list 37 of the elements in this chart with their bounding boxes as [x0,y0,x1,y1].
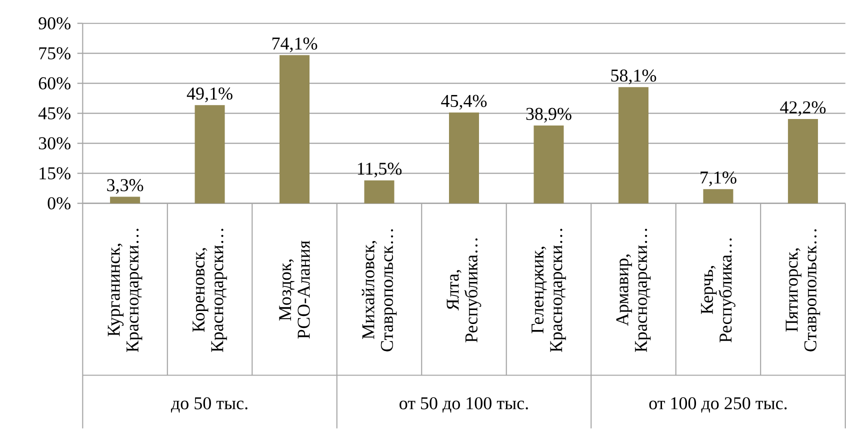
bar [194,105,225,204]
x-tick-label: Кореновск, Краснодарски… [192,228,227,352]
bar [534,126,564,204]
data-label: 45,4% [441,94,487,110]
y-tick-label: 45% [38,107,70,120]
bar [618,87,648,204]
x-tick-label: Моздок, РСО-Алания [279,240,310,339]
bar [703,189,734,204]
x-tick-label: Курганинск, Краснодарски… [108,228,142,352]
text: от 50 до 100 тыс. [400,397,528,413]
y-tick-label: 75% [39,47,70,60]
text: от 100 до 250 тыс. [649,397,787,413]
data-label: 58,1% [611,69,656,84]
data-label: 49,1% [186,87,232,102]
y-tick-label: 30% [38,137,70,150]
data-label: 74,1% [272,37,318,52]
x-tick-label: Армавир, Краснодарски… [616,228,651,352]
x-tick-label: Пятигорск, Ставропольск… [786,229,820,352]
x-tick-label: Керчь, Республика… [701,238,736,342]
x-tick-label: Геленджик, Краснодарски… [532,228,566,352]
data-label: 3,3% [107,179,144,194]
data-label: 11,5% [358,162,402,178]
bar [280,55,310,204]
x-tick-label: Михайловск, Ставропольск… [362,229,397,352]
bar [449,112,479,204]
data-label: 42,2% [780,101,826,116]
y-tick-label: 15% [40,167,70,180]
bar [788,118,818,204]
data-label: 7,1% [700,171,736,186]
bar [364,180,394,204]
y-tick-label: 60% [38,77,70,90]
text: до 50 тыс. [170,397,248,413]
y-tick-label: 90% [38,17,70,30]
x-tick-label: Ялта, Республика… [446,238,482,342]
y-tick-label: 0% [48,197,70,210]
bar [110,196,140,204]
data-label: 38,9% [526,108,572,123]
